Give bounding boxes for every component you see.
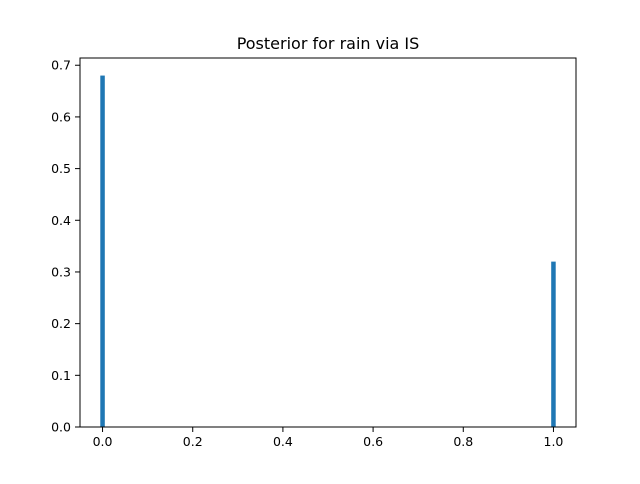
x-tick-label: 0.6: [363, 434, 383, 449]
y-tick-label: 0.3: [51, 264, 71, 279]
y-tick-label: 0.6: [51, 109, 71, 124]
chart-title: Posterior for rain via IS: [237, 34, 420, 53]
y-tick-label: 0.2: [51, 316, 71, 331]
x-tick-label: 0.8: [453, 434, 473, 449]
x-tick-label: 0.0: [93, 434, 113, 449]
bar-x-0.0: [100, 76, 105, 427]
y-tick-label: 0.0: [51, 420, 71, 435]
y-tick-label: 0.4: [51, 213, 71, 228]
y-tick-label: 0.7: [51, 58, 71, 73]
x-tick-label: 0.4: [273, 434, 293, 449]
y-tick-label: 0.5: [51, 161, 71, 176]
bar-x-1.0: [551, 262, 556, 427]
y-tick-label: 0.1: [51, 368, 71, 383]
x-tick-label: 0.2: [183, 434, 203, 449]
x-tick-label: 1.0: [544, 434, 564, 449]
